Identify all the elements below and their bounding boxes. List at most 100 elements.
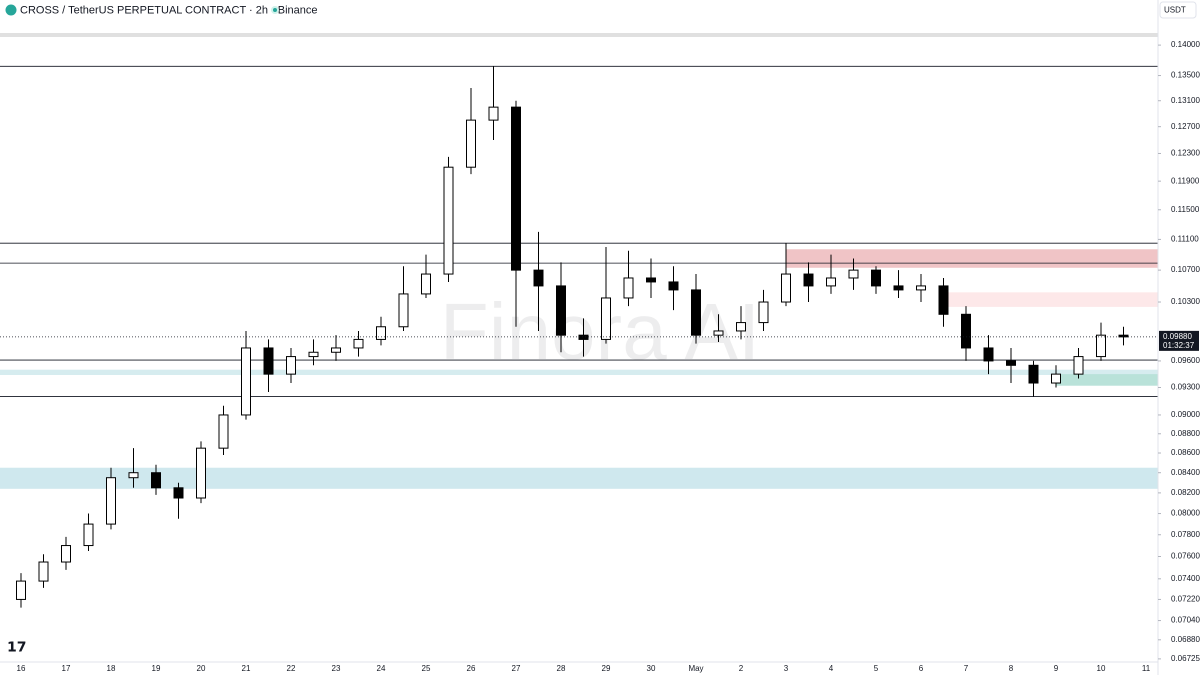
x-tick-label: 24 [377, 664, 386, 673]
x-tick-label: 23 [332, 664, 341, 673]
candle-body [781, 273, 791, 303]
candle-body [128, 472, 139, 479]
y-tick-label: 0.08000 [1171, 509, 1200, 518]
x-tick-label: 30 [647, 664, 656, 673]
logo: 𝟭𝟳 [7, 639, 26, 655]
candle-body [871, 269, 881, 287]
candle-body [1051, 373, 1061, 384]
zone [0, 369, 1158, 376]
candle-body [263, 347, 274, 375]
candle-body [1096, 334, 1106, 358]
x-tick-label: 8 [1009, 664, 1014, 673]
candle-body [601, 297, 611, 340]
x-tick-label: 29 [602, 664, 611, 673]
y-tick-label: 0.12700 [1171, 122, 1200, 131]
x-tick-label: 27 [512, 664, 521, 673]
x-tick-label: 4 [829, 664, 834, 673]
candle-body [668, 281, 679, 291]
zone [1056, 374, 1158, 386]
x-tick-label: 25 [422, 664, 431, 673]
zone [0, 467, 1158, 489]
candle-body [376, 326, 386, 340]
candle-body [398, 293, 409, 328]
candle-body [556, 285, 566, 336]
candle-body [466, 119, 476, 168]
symbol-icon [5, 4, 17, 16]
candle-body [38, 561, 49, 582]
y-tick-label: 0.13500 [1171, 71, 1200, 80]
candle-body [1028, 364, 1039, 384]
y-tick-label: 0.08200 [1171, 488, 1200, 497]
zone [943, 292, 1158, 307]
candle-body [151, 472, 161, 489]
candle-body [331, 347, 341, 353]
y-tick-label: 0.10700 [1171, 265, 1200, 274]
currency: USDT [1164, 6, 1186, 15]
y-tick-label: 0.10300 [1171, 297, 1200, 306]
candle-body [1118, 334, 1129, 338]
candle-body [916, 285, 926, 291]
x-tick-label: 17 [62, 664, 71, 673]
candle-body [533, 269, 544, 287]
y-tick-label: 0.08800 [1171, 429, 1200, 438]
candle-body [106, 477, 116, 525]
candle-body [83, 523, 94, 547]
x-tick-label: 20 [197, 664, 206, 673]
candle-body [511, 106, 521, 271]
x-tick-label: 2 [739, 664, 744, 673]
candle-body [61, 545, 71, 563]
y-tick-label: 0.11500 [1171, 205, 1200, 214]
y-tick-label: 0.11900 [1171, 176, 1200, 185]
candle-body [826, 277, 836, 287]
price-tag [1159, 330, 1199, 351]
y-tick-label: 0.06725 [1171, 654, 1200, 663]
x-tick-label: 7 [964, 664, 969, 673]
y-tick-label: 0.07600 [1171, 552, 1200, 561]
candle-body [421, 273, 431, 295]
y-tick-label: 0.08600 [1171, 448, 1200, 457]
candle-body [691, 289, 701, 336]
watermark: Finora AI [440, 287, 760, 376]
x-tick-label: 5 [874, 664, 879, 673]
y-tick-label: 0.09000 [1171, 410, 1200, 419]
candle-body [196, 447, 206, 499]
candle-body [241, 347, 251, 416]
y-tick-label: 0.07400 [1171, 574, 1200, 583]
candle-body [961, 313, 971, 349]
zone [786, 249, 1158, 268]
status-dot [273, 8, 277, 12]
x-tick-label: 11 [1142, 664, 1151, 673]
y-tick-label: 0.07220 [1171, 595, 1200, 604]
y-tick-label: 0.09300 [1171, 383, 1200, 392]
candle-body [848, 269, 859, 279]
x-tick-label: 18 [107, 664, 116, 673]
candle-body [1006, 360, 1016, 366]
x-tick-label: 19 [152, 664, 161, 673]
plot [0, 65, 1158, 608]
candle-body [578, 334, 589, 340]
x-tick-label: 10 [1097, 664, 1106, 673]
candle-body [938, 285, 949, 315]
top-band [0, 33, 1158, 37]
x-tick-label: 3 [784, 664, 789, 673]
candle-body [623, 277, 634, 299]
x-tick-label: 21 [242, 664, 251, 673]
candle-body [893, 285, 904, 291]
candle-body [488, 106, 499, 121]
currency-box[interactable] [1159, 1, 1197, 19]
x-tick-label: May [688, 664, 703, 673]
y-tick-label: 0.14000 [1171, 40, 1200, 49]
candle-body [803, 273, 814, 287]
candle-body [353, 338, 364, 349]
x-tick-label: 22 [287, 664, 296, 673]
y-tick-label: 0.11100 [1171, 235, 1199, 244]
y-tick-label: 0.07800 [1171, 530, 1200, 539]
x-tick-label: 9 [1054, 664, 1059, 673]
candle-body [758, 301, 769, 324]
candle-body [443, 166, 454, 275]
x-tick-label: 6 [919, 664, 924, 673]
candle-body [1073, 356, 1084, 375]
candle-body [218, 414, 229, 449]
